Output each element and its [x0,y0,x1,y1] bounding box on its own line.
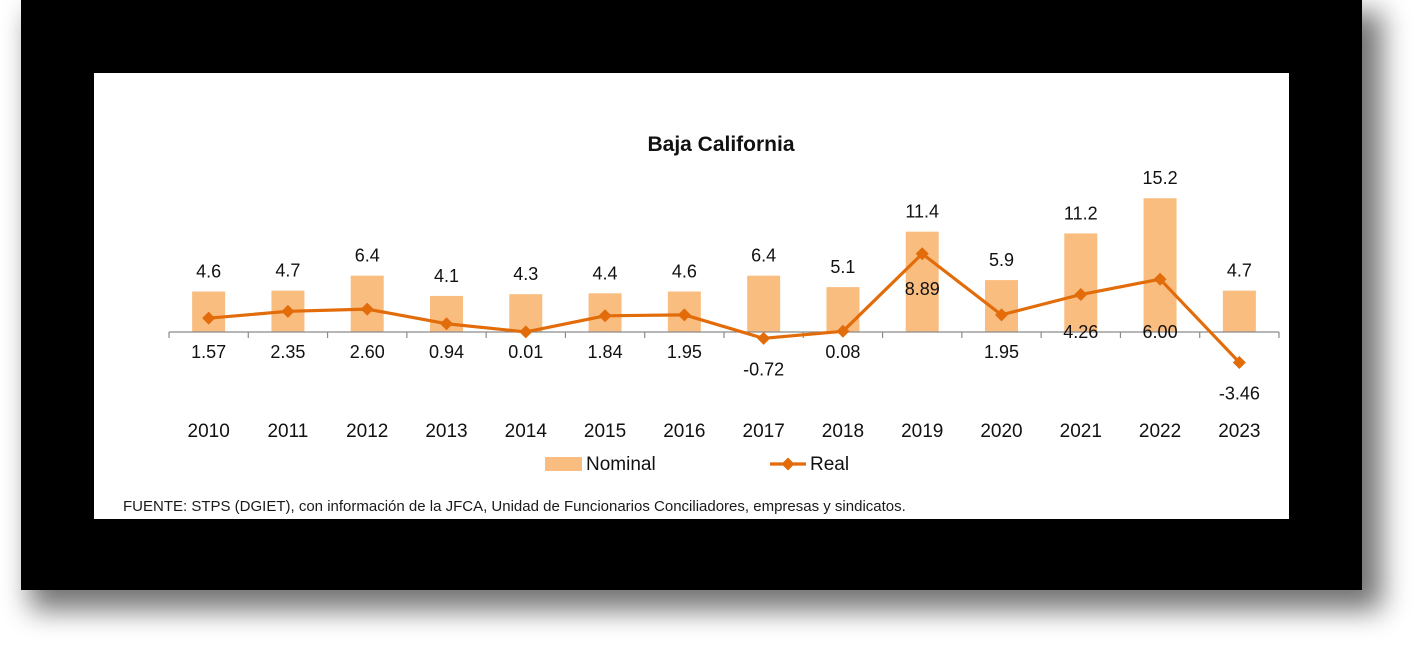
bar-nominal-2021 [1064,233,1098,332]
data-label-real-2012: 2.60 [350,342,385,362]
marker-real-2016 [677,308,691,322]
x-tick-label-2017: 2017 [743,421,785,442]
x-tick-label-2010: 2010 [188,421,230,442]
marker-real-2010 [202,311,216,325]
data-label-real-2020: 1.95 [984,342,1019,362]
data-label-nominal-2017: 6.4 [751,246,776,266]
marker-real-2014 [519,325,533,339]
source-note: FUENTE: STPS (DGIET), con información de… [123,498,906,515]
marker-real-2012 [360,302,374,316]
data-label-real-2011: 2.35 [270,342,305,362]
data-label-nominal-2011: 4.7 [275,261,300,281]
data-label-real-2010: 1.57 [191,342,226,362]
bar-nominal-2023 [1222,290,1256,332]
data-label-nominal-2019: 11.4 [905,202,939,222]
x-tick-label-2020: 2020 [980,421,1022,442]
data-label-real-2017: -0.72 [743,359,784,379]
data-label-real-2018: 0.08 [825,342,860,362]
x-tick-label-2015: 2015 [584,421,626,442]
x-tick-label-2023: 2023 [1218,421,1260,442]
bar-nominal-2017 [747,275,781,332]
x-tick-label-2014: 2014 [505,421,548,442]
marker-real-2022 [1153,272,1167,286]
bar-nominal-2022 [1143,198,1177,332]
data-label-nominal-2016: 4.6 [672,262,697,282]
x-tick-label-2016: 2016 [663,421,705,442]
data-label-nominal-2010: 4.6 [196,262,221,282]
x-tick-label-2012: 2012 [346,421,388,442]
data-label-nominal-2022: 15.2 [1143,168,1178,188]
data-label-nominal-2015: 4.4 [593,263,618,283]
data-label-nominal-2023: 4.7 [1227,261,1252,281]
data-label-nominal-2014: 4.3 [513,264,538,284]
legend-label-real: Real [810,454,849,475]
x-tick-label-2022: 2022 [1139,421,1181,442]
chart-panel: Baja California 2010 2011 2012 2013 2014 2015… [94,73,1289,519]
x-tick-label-2011: 2011 [267,421,308,442]
x-tick-label-2019: 2019 [901,421,943,442]
data-label-real-2014: 0.01 [508,342,543,362]
marker-real-2011 [281,304,295,318]
marker-real-2018 [836,324,850,338]
data-label-nominal-2021: 11.2 [1064,203,1098,223]
data-label-real-2013: 0.94 [429,342,464,362]
chart-svg: Baja California 2010 2011 2012 2013 2014 2015… [168,133,1280,475]
bar-nominal-2018 [826,287,860,332]
data-label-real-2016: 1.95 [667,342,702,362]
data-label-nominal-2013: 4.1 [434,266,459,286]
marker-real-2020 [995,308,1008,322]
x-tick-label-2013: 2013 [425,421,467,442]
marker-real-2017 [757,331,771,345]
data-label-real-2019: 8.89 [905,279,940,299]
data-label-nominal-2012: 6.4 [355,246,380,266]
data-label-nominal-2018: 5.1 [830,257,855,277]
marker-real-2023 [1232,355,1246,369]
x-tick-label-2021: 2021 [1060,421,1102,442]
legend-marker-real [781,457,795,471]
marker-real-2013 [440,317,453,331]
data-label-real-2015: 1.84 [588,342,623,362]
data-label-real-2021: 4.26 [1063,322,1098,342]
data-label-real-2023: -3.46 [1219,383,1260,403]
data-label-nominal-2020: 5.9 [989,250,1014,270]
chart-title: Baja California [647,133,794,156]
marker-real-2021 [1074,288,1088,302]
legend-label-nominal: Nominal [586,454,656,475]
legend-swatch-nominal [545,457,582,471]
x-tick-label-2018: 2018 [822,421,864,442]
marker-real-2019 [915,247,929,261]
marker-real-2015 [598,309,612,323]
data-label-real-2022: 6.00 [1143,322,1178,342]
line-real [208,252,1241,364]
